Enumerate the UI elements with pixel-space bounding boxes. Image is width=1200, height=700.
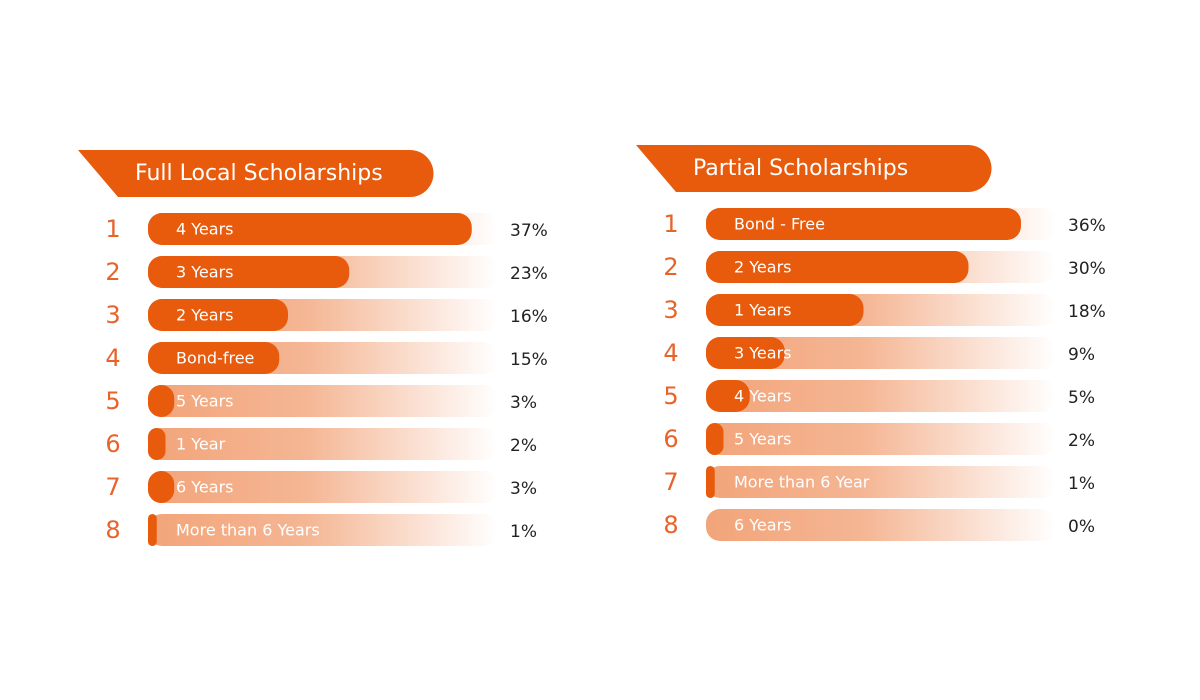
category-label: Bond - Free bbox=[734, 215, 825, 234]
bar bbox=[706, 251, 969, 283]
category-label: 4 Years bbox=[176, 220, 233, 239]
bar-track bbox=[148, 385, 498, 417]
value-label: 3% bbox=[510, 393, 537, 413]
category-label: 5 Years bbox=[176, 392, 233, 411]
title-banner bbox=[636, 145, 992, 192]
rank: 8 bbox=[663, 511, 678, 539]
bar-track bbox=[706, 337, 1056, 369]
bar bbox=[148, 514, 157, 546]
value-label: 0% bbox=[1068, 517, 1095, 537]
category-label: More than 6 Years bbox=[176, 521, 320, 540]
bar-track bbox=[706, 509, 1056, 541]
category-label: Bond-free bbox=[176, 349, 254, 368]
category-label: 1 Years bbox=[734, 301, 791, 320]
rank: 8 bbox=[105, 516, 120, 544]
bar bbox=[706, 337, 785, 369]
bar bbox=[148, 213, 472, 245]
rank: 5 bbox=[663, 382, 678, 410]
value-label: 37% bbox=[510, 221, 548, 241]
value-label: 1% bbox=[1068, 474, 1095, 494]
category-label: 6 Years bbox=[734, 516, 791, 535]
value-label: 16% bbox=[510, 307, 548, 327]
category-label: 3 Years bbox=[734, 344, 791, 363]
bar-track bbox=[148, 428, 498, 460]
value-label: 1% bbox=[510, 522, 537, 542]
bar bbox=[706, 294, 864, 326]
bar-track bbox=[148, 514, 498, 546]
value-label: 2% bbox=[510, 436, 537, 456]
bar-track bbox=[706, 423, 1056, 455]
value-label: 18% bbox=[1068, 302, 1106, 322]
category-label: 3 Years bbox=[176, 263, 233, 282]
value-label: 2% bbox=[1068, 431, 1095, 451]
value-label: 3% bbox=[510, 479, 537, 499]
value-label: 5% bbox=[1068, 388, 1095, 408]
bar bbox=[706, 466, 715, 498]
rank: 2 bbox=[663, 253, 678, 281]
rank: 1 bbox=[105, 215, 120, 243]
panel-title: Partial Scholarships bbox=[693, 156, 908, 181]
category-label: 4 Years bbox=[734, 387, 791, 406]
rank: 1 bbox=[663, 210, 678, 238]
value-label: 36% bbox=[1068, 216, 1106, 236]
bar-track bbox=[706, 466, 1056, 498]
title-banner bbox=[78, 150, 434, 197]
rank: 4 bbox=[105, 344, 120, 372]
category-label: 6 Years bbox=[176, 478, 233, 497]
bar bbox=[148, 342, 280, 374]
panel-title: Full Local Scholarships bbox=[135, 161, 383, 186]
value-label: 23% bbox=[510, 264, 548, 284]
bar-track bbox=[148, 471, 498, 503]
rank: 7 bbox=[663, 468, 678, 496]
bar bbox=[148, 385, 175, 417]
bar bbox=[148, 256, 350, 288]
bar-track bbox=[706, 380, 1056, 412]
category-label: 2 Years bbox=[176, 306, 233, 325]
rank: 7 bbox=[105, 473, 120, 501]
value-label: 9% bbox=[1068, 345, 1095, 365]
bar bbox=[706, 380, 750, 412]
value-label: 15% bbox=[510, 350, 548, 370]
rank: 3 bbox=[663, 296, 678, 324]
category-label: 5 Years bbox=[734, 430, 791, 449]
rank: 4 bbox=[663, 339, 678, 367]
rank: 2 bbox=[105, 258, 120, 286]
category-label: 1 Year bbox=[176, 435, 226, 454]
bar bbox=[148, 299, 288, 331]
rank: 6 bbox=[663, 425, 678, 453]
category-label: More than 6 Year bbox=[734, 473, 870, 492]
rank: 5 bbox=[105, 387, 120, 415]
rank: 6 bbox=[105, 430, 120, 458]
value-label: 30% bbox=[1068, 259, 1106, 279]
bar bbox=[148, 471, 175, 503]
bar bbox=[706, 423, 724, 455]
bar bbox=[706, 208, 1021, 240]
category-label: 2 Years bbox=[734, 258, 791, 277]
rank: 3 bbox=[105, 301, 120, 329]
bar bbox=[148, 428, 166, 460]
